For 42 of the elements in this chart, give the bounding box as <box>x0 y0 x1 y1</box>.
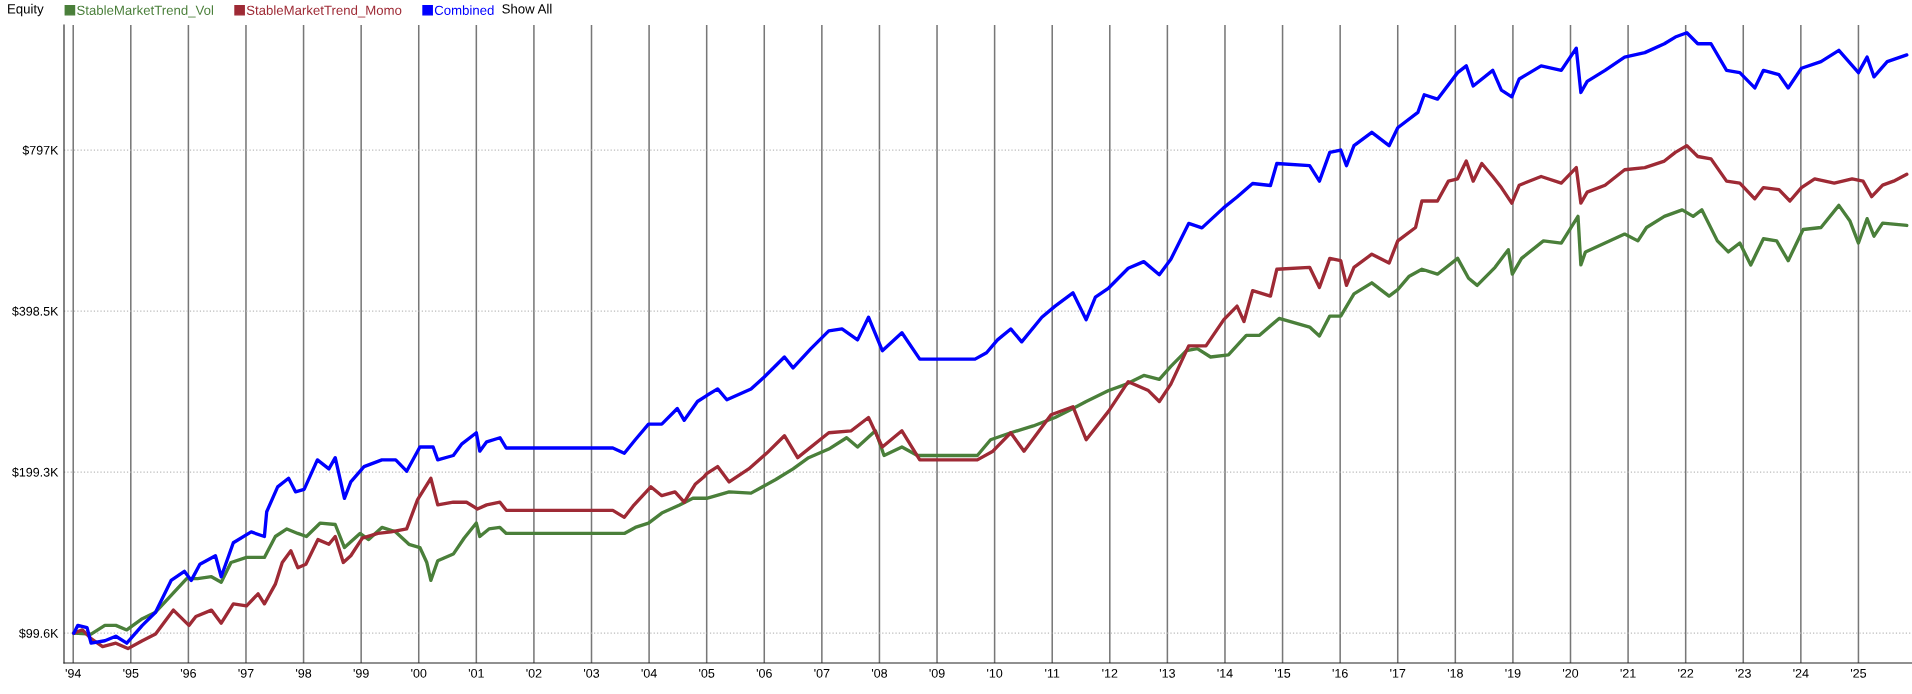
x-tick-label: '99 <box>353 668 369 678</box>
x-tick-label: '06 <box>756 668 772 678</box>
legend-label: StableMarketTrend_Vol <box>77 5 213 18</box>
chart-title: Equity <box>8 3 44 17</box>
x-tick-label: '19 <box>1505 668 1521 678</box>
x-tick-label: '11 <box>1045 669 1060 678</box>
x-tick-label: '94 <box>65 668 81 678</box>
x-tick-label: '98 <box>296 668 312 678</box>
text: Show All <box>502 3 552 14</box>
x-tick-label: '10 <box>987 668 1003 678</box>
x-tick-label: '00 <box>411 668 427 678</box>
y-tick-label: $398.5K <box>12 306 59 317</box>
x-tick-label: '16 <box>1332 668 1348 678</box>
x-tick-label: '03 <box>584 668 600 678</box>
legend-label: Combined <box>434 5 494 15</box>
x-tick-label: '20 <box>1562 668 1579 678</box>
x-tick-label: '08 <box>871 668 888 678</box>
x-tick-label: '97 <box>238 668 254 678</box>
x-tick-label: '13 <box>1159 668 1175 678</box>
x-tick-label: '96 <box>180 668 196 678</box>
x-tick-label: '14 <box>1217 669 1233 678</box>
x-tick-label: '18 <box>1447 668 1463 678</box>
y-tick-label: $199.3K <box>12 467 59 478</box>
x-tick-label: '07 <box>814 668 830 678</box>
x-tick-label: '17 <box>1390 669 1406 678</box>
x-tick-label: '22 <box>1678 668 1694 678</box>
x-tick-label: '25 <box>1850 668 1867 678</box>
x-tick-label: '24 <box>1793 668 1809 678</box>
y-tick-label: $99.6K <box>18 628 59 639</box>
x-tick-label: '04 <box>641 668 657 678</box>
x-tick-label: '21 <box>1620 668 1636 678</box>
x-tick-label: '02 <box>526 668 542 678</box>
x-tick-label: '95 <box>123 668 139 678</box>
x-tick-label: '09 <box>929 668 945 678</box>
x-tick-label: '15 <box>1275 669 1291 678</box>
x-tick-label: '12 <box>1102 668 1118 678</box>
legend-label: StableMarketTrend_Momo <box>246 5 402 18</box>
x-tick-label: '05 <box>699 668 715 678</box>
line-series <box>72 31 1909 645</box>
x-tick-label: '01 <box>468 668 484 678</box>
y-tick-label: $797K <box>22 145 59 156</box>
x-tick-label: '23 <box>1735 668 1751 678</box>
